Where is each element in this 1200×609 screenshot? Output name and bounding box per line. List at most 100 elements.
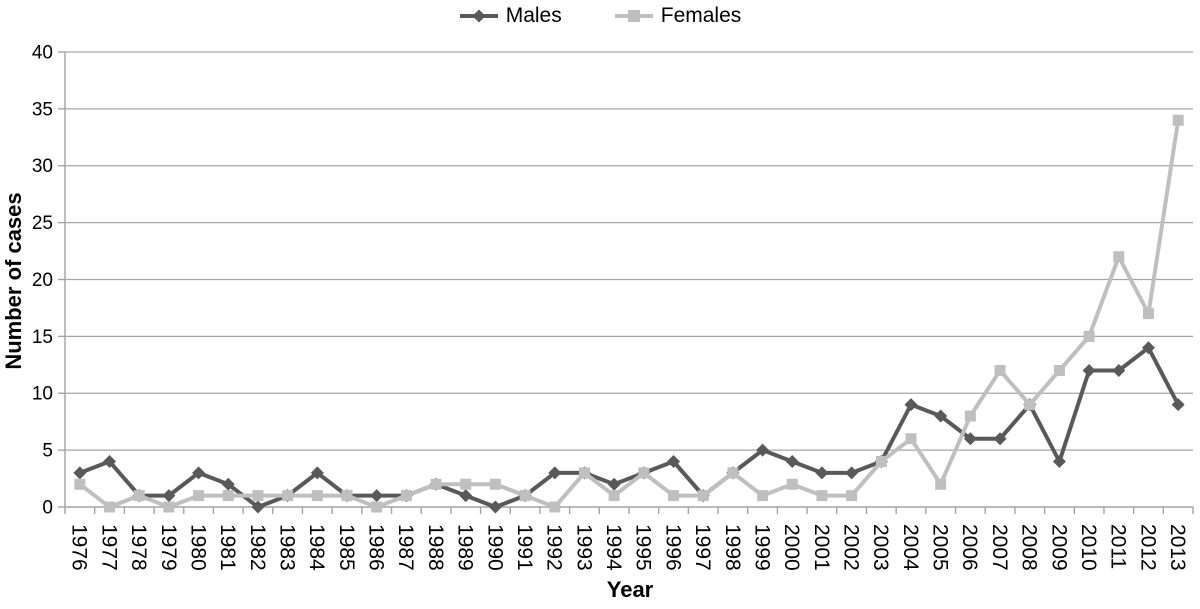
data-point-marker [1172, 114, 1184, 126]
data-point-marker [162, 489, 176, 503]
x-tick-label: 1994 [602, 524, 625, 571]
legend-item-males[interactable]: Males [459, 3, 562, 29]
males-line-diamond-icon [459, 9, 498, 23]
data-point-marker [578, 467, 590, 479]
y-tick-label: 0 [42, 497, 53, 518]
data-point-marker [904, 398, 918, 412]
x-tick-label: 1989 [454, 524, 477, 571]
data-point-marker [519, 490, 531, 502]
x-tick-label: 1988 [424, 524, 447, 571]
x-tick-label: 1983 [275, 524, 298, 571]
y-tick-label: 20 [32, 270, 53, 291]
data-point-marker [103, 455, 117, 468]
x-tick-label: 1995 [632, 524, 655, 571]
data-point-marker [1142, 308, 1154, 320]
data-point-marker [370, 489, 384, 503]
x-tick-label: 2005 [929, 524, 952, 571]
x-tick-label: 1981 [216, 524, 239, 571]
data-point-marker [1083, 330, 1095, 342]
females-series [74, 114, 1184, 513]
data-point-marker [133, 490, 145, 502]
data-point-marker [221, 477, 235, 491]
data-point-marker [430, 478, 442, 490]
y-tick-label: 35 [32, 99, 53, 120]
data-point-marker [488, 500, 502, 514]
data-point-marker [104, 501, 116, 513]
data-point-marker [1082, 364, 1096, 377]
data-point-marker [935, 478, 947, 490]
x-tick-label: 2001 [810, 524, 833, 571]
x-tick-label: 2010 [1077, 524, 1100, 571]
data-point-marker [668, 490, 680, 502]
data-point-marker [963, 432, 977, 446]
data-point-marker [400, 490, 412, 502]
y-tick-label: 5 [42, 441, 53, 462]
x-tick-label: 2004 [899, 524, 922, 571]
x-tick-label: 1986 [365, 524, 388, 571]
x-tick-label: 1996 [661, 524, 684, 571]
x-tick-label: 2003 [869, 524, 892, 571]
legend-label-males: Males [505, 4, 562, 27]
data-point-marker [846, 490, 858, 502]
data-point-marker [193, 490, 205, 502]
x-tick-label: 1997 [691, 524, 714, 571]
data-point-marker [1113, 251, 1125, 263]
data-point-marker [1053, 365, 1065, 376]
data-point-marker [310, 466, 324, 480]
data-point-marker [1171, 398, 1185, 412]
data-point-marker [311, 490, 323, 502]
data-point-marker [489, 478, 501, 490]
data-point-marker [934, 409, 948, 423]
legend-item-females[interactable]: Females [614, 3, 742, 29]
data-point-marker [816, 490, 828, 502]
data-point-marker [549, 501, 561, 513]
data-point-marker [192, 466, 206, 480]
data-point-marker [727, 467, 739, 479]
x-tick-label: 2007 [988, 524, 1011, 571]
data-point-marker [1141, 341, 1155, 355]
data-point-marker [756, 443, 770, 457]
data-point-marker [875, 456, 887, 467]
x-tick-label: 1982 [246, 524, 269, 571]
data-point-marker [757, 490, 769, 502]
data-point-marker [1052, 455, 1066, 468]
x-tick-label: 1992 [543, 524, 566, 571]
x-tick-label: 2011 [1107, 524, 1130, 569]
x-tick-label: 1977 [97, 524, 120, 571]
x-tick-label: 2009 [1047, 524, 1070, 571]
y-tick-label: 10 [32, 384, 53, 405]
data-point-marker [548, 466, 562, 480]
x-tick-label: 2006 [958, 524, 981, 571]
data-point-marker [905, 433, 917, 445]
data-point-marker [371, 501, 383, 513]
x-tick-label: 2012 [1136, 524, 1159, 571]
males-series [73, 341, 1185, 514]
y-tick-label: 30 [32, 156, 53, 177]
data-point-marker [994, 365, 1006, 376]
data-point-marker [667, 455, 681, 468]
data-point-marker [608, 490, 620, 502]
data-point-marker [1024, 399, 1036, 411]
data-point-marker [73, 466, 87, 480]
legend-label-females: Females [660, 4, 742, 27]
x-tick-label: 1985 [335, 524, 358, 571]
data-point-marker [697, 490, 709, 502]
data-point-marker [785, 455, 799, 468]
x-tick-label: 2000 [780, 524, 803, 571]
data-point-marker [252, 490, 264, 502]
y-tick-label: 40 [32, 42, 53, 63]
x-tick-label: 1976 [68, 524, 91, 571]
data-point-marker [459, 489, 473, 503]
females-line-square-icon [614, 10, 653, 22]
x-tick-label: 1979 [157, 524, 180, 571]
x-tick-label: 1990 [483, 524, 506, 571]
x-tick-label: 1980 [186, 524, 209, 571]
data-point-marker [1112, 364, 1126, 377]
data-point-marker [815, 466, 829, 480]
data-point-marker [341, 490, 353, 502]
data-point-marker [282, 490, 294, 502]
x-tick-label: 1987 [394, 524, 417, 571]
data-point-marker [638, 467, 650, 479]
